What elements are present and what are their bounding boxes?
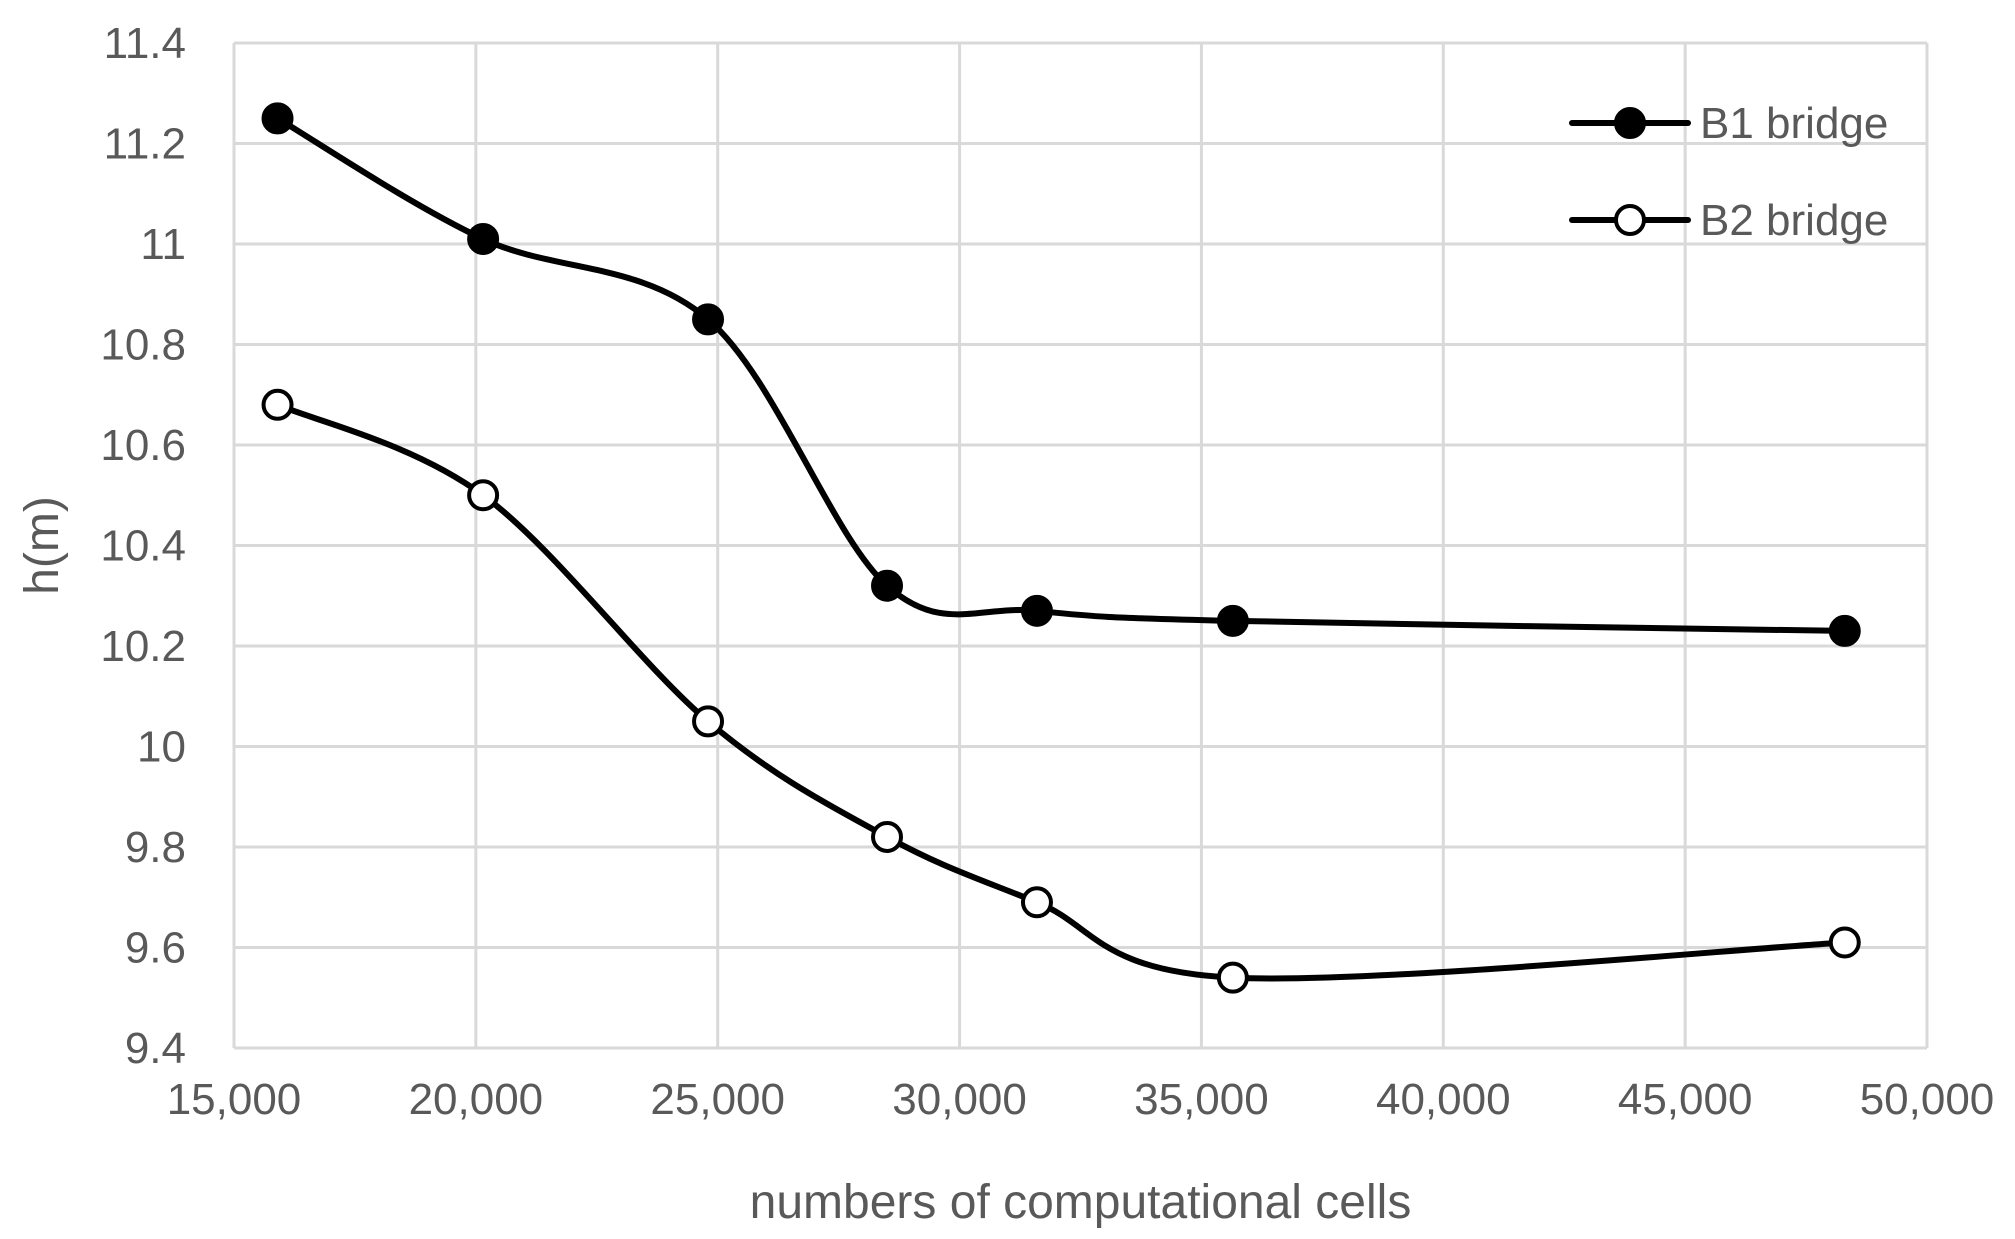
y-tick-label: 9.6	[125, 924, 186, 973]
legend-label-b2: B2 bridge	[1700, 196, 1888, 245]
y-axis-ticks: 9.4 9.6 9.8 10 10.2 10.4 10.6 10.8 11 11.2 11.4	[100, 19, 186, 1073]
y-tick-label: 10.6	[100, 421, 186, 470]
y-tick-label: 9.8	[125, 823, 186, 872]
grid	[232, 41, 1929, 1050]
y-tick-label: 11.4	[104, 19, 186, 68]
data-point-b1	[1216, 604, 1249, 637]
data-point-b2	[871, 820, 904, 853]
data-point-b2	[1828, 926, 1861, 959]
y-tick-label: 10.8	[100, 321, 186, 370]
y-tick-label: 10.2	[100, 622, 186, 671]
legend-label-b1: B1 bridge	[1700, 99, 1888, 148]
x-tick-label: 15,000	[167, 1075, 302, 1124]
data-point-b1	[1828, 614, 1861, 647]
x-tick-label: 35,000	[1134, 1075, 1269, 1124]
x-axis-title: numbers of computational cells	[750, 1176, 1412, 1229]
series-group	[261, 102, 1861, 994]
data-point-b1	[1020, 594, 1053, 627]
y-tick-label: 9.4	[125, 1024, 186, 1073]
y-tick-label: 11	[140, 220, 186, 269]
data-point-b1	[467, 222, 500, 255]
data-point-b1	[871, 569, 904, 602]
x-tick-label: 45,000	[1618, 1075, 1753, 1124]
data-point-b2	[261, 388, 294, 421]
data-point-b2	[1216, 961, 1249, 994]
x-tick-label: 25,000	[650, 1075, 785, 1124]
series-line-b2	[274, 401, 1848, 982]
x-axis-ticks: 15,000 20,000 25,000 30,000 35,000 40,000 45,0…	[167, 1075, 1995, 1124]
y-tick-label: 11.2	[104, 120, 186, 169]
data-point-b1	[692, 303, 725, 336]
legend: B1 bridge B2 bridge	[1569, 99, 1888, 245]
legend-marker-b1	[1614, 107, 1646, 139]
data-point-b2	[467, 479, 500, 512]
legend-marker-b2	[1614, 204, 1646, 236]
series-line-b1	[274, 115, 1848, 634]
data-point-b2	[692, 705, 725, 738]
data-point-b2	[1020, 886, 1053, 919]
y-tick-label: 10.4	[100, 522, 186, 571]
y-axis-title: h(m)	[16, 496, 69, 595]
x-tick-label: 50,000	[1860, 1075, 1995, 1124]
x-tick-label: 20,000	[409, 1075, 544, 1124]
data-point-b1	[261, 102, 294, 135]
x-tick-label: 30,000	[892, 1075, 1027, 1124]
y-tick-label: 10	[137, 723, 186, 772]
x-tick-label: 40,000	[1376, 1075, 1511, 1124]
